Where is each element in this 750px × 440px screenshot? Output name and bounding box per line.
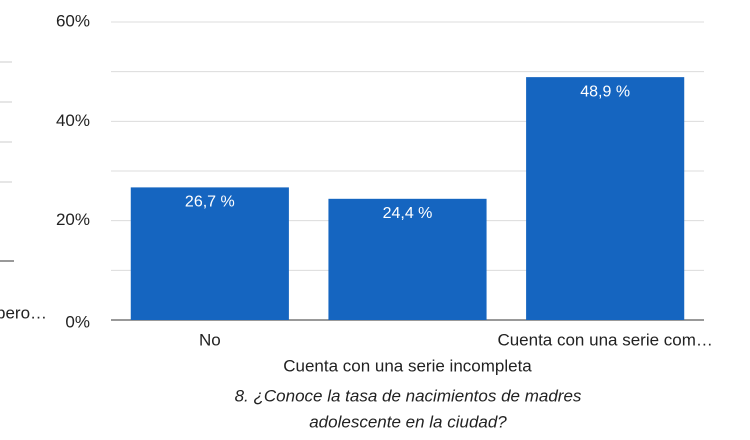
y-tick-label: 60% (56, 11, 90, 30)
x-tick-label: Cuenta con una serie incompleta (283, 356, 532, 375)
x-tick-label: No (199, 330, 221, 349)
value-label: 26,7 % (185, 194, 235, 211)
y-tick-label: 20% (56, 210, 90, 229)
fragment-label: pero… (0, 303, 47, 322)
value-label: 24,4 % (383, 205, 433, 222)
chart-title: adolescente en la ciudad? (309, 412, 507, 431)
y-tick-label: 40% (56, 111, 90, 130)
bar (130, 187, 289, 320)
y-tick-label: 0% (65, 312, 90, 331)
value-label: 48,9 % (580, 83, 630, 100)
chart-title: 8. ¿Conoce la tasa de nacimientos de mad… (235, 386, 582, 405)
bar (526, 77, 685, 320)
bar (328, 198, 487, 320)
x-tick-label: Cuenta con una serie com… (497, 330, 712, 349)
